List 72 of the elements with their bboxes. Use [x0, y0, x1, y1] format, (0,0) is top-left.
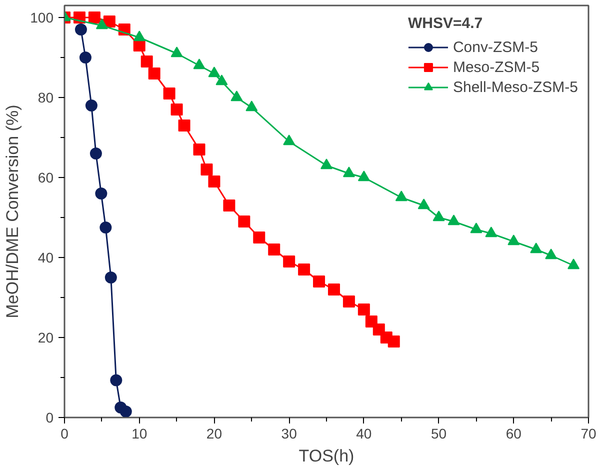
- point: [104, 272, 117, 284]
- point: [342, 166, 355, 178]
- point: [545, 248, 558, 260]
- point: [216, 74, 228, 86]
- x-axis-title: TOS(h): [298, 446, 354, 466]
- point: [328, 284, 340, 296]
- x-tick-label: 20: [206, 426, 222, 442]
- point: [208, 66, 220, 78]
- point: [268, 244, 280, 256]
- point: [74, 24, 87, 36]
- point: [120, 406, 132, 418]
- point: [485, 226, 498, 238]
- point: [253, 232, 266, 244]
- point: [90, 148, 102, 160]
- point: [568, 258, 580, 270]
- x-tick-label: 50: [431, 426, 447, 442]
- point: [103, 16, 116, 28]
- point: [508, 234, 520, 246]
- point: [178, 120, 190, 132]
- y-tick-label: 60: [38, 170, 54, 186]
- legend-label: Shell-Meso-ZSM-5: [452, 78, 578, 96]
- point: [358, 170, 370, 182]
- legend-label: Conv-ZSM-5: [452, 38, 538, 56]
- point: [246, 100, 258, 112]
- point: [448, 214, 460, 226]
- point: [148, 68, 160, 80]
- y-tick-label: 0: [46, 410, 54, 426]
- point: [230, 90, 243, 102]
- x-tick-label: 30: [281, 426, 298, 442]
- point: [358, 304, 370, 316]
- point: [133, 30, 146, 42]
- point: [88, 12, 100, 24]
- point: [170, 104, 183, 116]
- point: [85, 100, 98, 112]
- point: [470, 222, 482, 234]
- x-tick-label: 60: [506, 426, 522, 442]
- y-tick-label: 20: [38, 330, 54, 346]
- point: [208, 176, 220, 188]
- point: [320, 158, 332, 170]
- point: [530, 242, 542, 254]
- point: [283, 134, 296, 146]
- point: [238, 216, 250, 228]
- x-tick-label: 0: [60, 426, 69, 442]
- point: [283, 256, 296, 268]
- point: [170, 46, 183, 58]
- point: [79, 52, 92, 64]
- legend-title: WHSV=4.7: [408, 15, 484, 32]
- y-tick-label: 40: [38, 250, 54, 266]
- y-axis-title: MeOH/DME Conversion (%): [3, 104, 22, 318]
- point: [95, 188, 108, 200]
- point: [342, 296, 355, 308]
- point: [418, 198, 430, 210]
- point: [313, 276, 326, 288]
- point: [100, 222, 112, 234]
- point: [395, 190, 408, 202]
- point: [163, 88, 176, 100]
- point: [193, 58, 206, 70]
- point: [110, 374, 122, 386]
- point: [193, 144, 206, 156]
- point: [223, 200, 236, 212]
- x-tick-label: 40: [356, 426, 372, 442]
- point: [298, 264, 310, 276]
- y-tick-label: 80: [38, 90, 54, 106]
- point: [200, 164, 213, 176]
- point: [140, 56, 153, 68]
- x-tick-label: 70: [580, 426, 596, 442]
- point: [388, 336, 400, 348]
- legend-label: Meso-ZSM-5: [452, 58, 540, 76]
- y-tick-label: 100: [30, 10, 54, 26]
- point: [432, 210, 445, 222]
- point: [96, 18, 108, 30]
- x-tick-label: 10: [132, 426, 148, 442]
